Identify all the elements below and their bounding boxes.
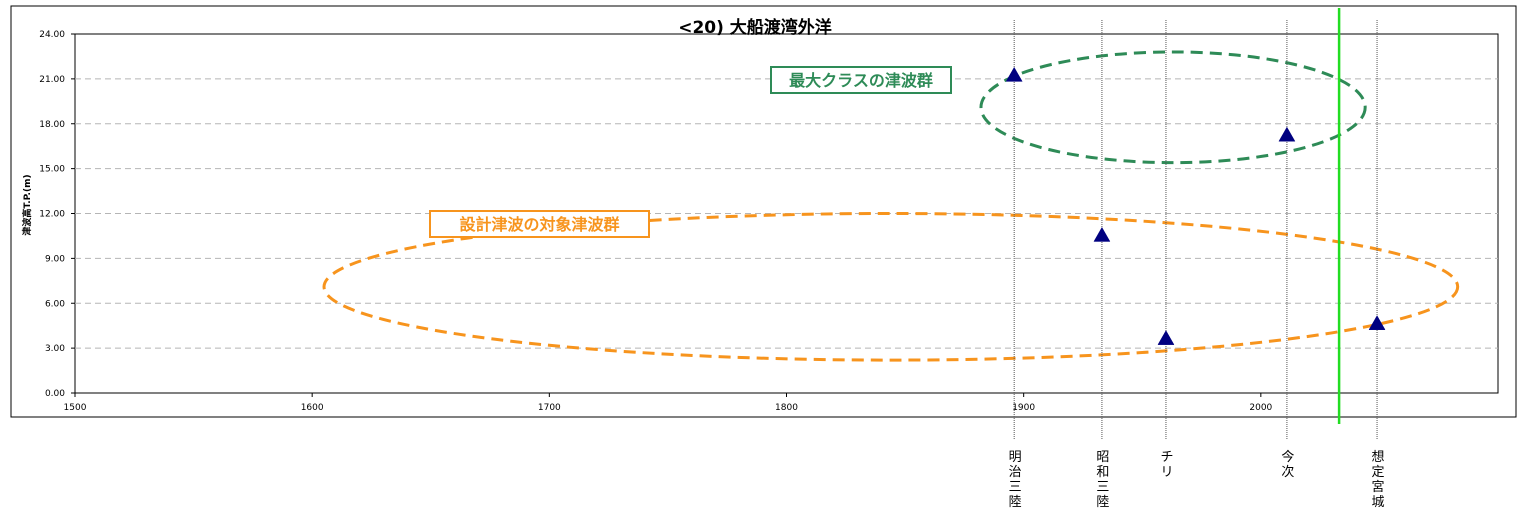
y-tick-label: 9.00 <box>45 254 65 264</box>
y-tick-label: 24.00 <box>39 30 65 40</box>
y-tick-label: 18.00 <box>39 120 65 130</box>
y-tick-label: 0.00 <box>45 389 65 399</box>
chart-title: <20) 大船渡湾外洋 <box>678 17 832 38</box>
x-tick-label: 1800 <box>775 403 798 413</box>
event-line-label: 昭和三陸 <box>1096 450 1109 510</box>
event-line-label: 想定宮城 <box>1372 449 1385 510</box>
group-ellipse <box>322 212 1460 362</box>
event-line-label: 明治三陸 <box>1009 450 1022 510</box>
group-ellipse <box>979 50 1367 165</box>
x-tick-label: 1500 <box>64 403 87 413</box>
y-axis-label: 津波高T.P.(m) <box>21 174 33 235</box>
y-tick-label: 12.00 <box>39 210 65 220</box>
annotation-box <box>429 210 650 238</box>
y-tick-label: 6.00 <box>45 299 65 309</box>
event-line-layer: 明治三陸 昭和三陸 チリ 今次 想定宮城 <box>1009 8 1385 510</box>
annotation-box <box>770 66 952 94</box>
x-tick-label: 1700 <box>538 403 561 413</box>
x-tick-label: 1900 <box>1012 403 1035 413</box>
annotation-label: 最大クラスの津波群 <box>789 71 933 90</box>
y-tick-label: 15.00 <box>39 165 65 175</box>
event-line-label: 今次 <box>1281 449 1294 480</box>
event-line-label: チリ <box>1160 450 1173 480</box>
point-layer <box>1005 66 1386 345</box>
data-point-triangle <box>1157 330 1175 345</box>
y-tick-label: 21.00 <box>39 75 65 85</box>
data-point-triangle <box>1278 126 1296 142</box>
data-point-triangle <box>1368 315 1386 330</box>
x-tick-label: 1600 <box>301 403 324 413</box>
y-tick-label: 3.00 <box>45 344 65 354</box>
annotation-label: 設計津波の対象津波群 <box>459 215 619 234</box>
ellipse-layer <box>322 50 1460 362</box>
data-point-triangle <box>1093 226 1111 242</box>
data-point-triangle <box>1005 66 1023 82</box>
x-tick-label: 2000 <box>1249 403 1272 413</box>
axis-layer: 0.00 3.00 6.00 9.00 12.00 15.00 18.00 21.00 24.0… <box>39 30 1272 413</box>
